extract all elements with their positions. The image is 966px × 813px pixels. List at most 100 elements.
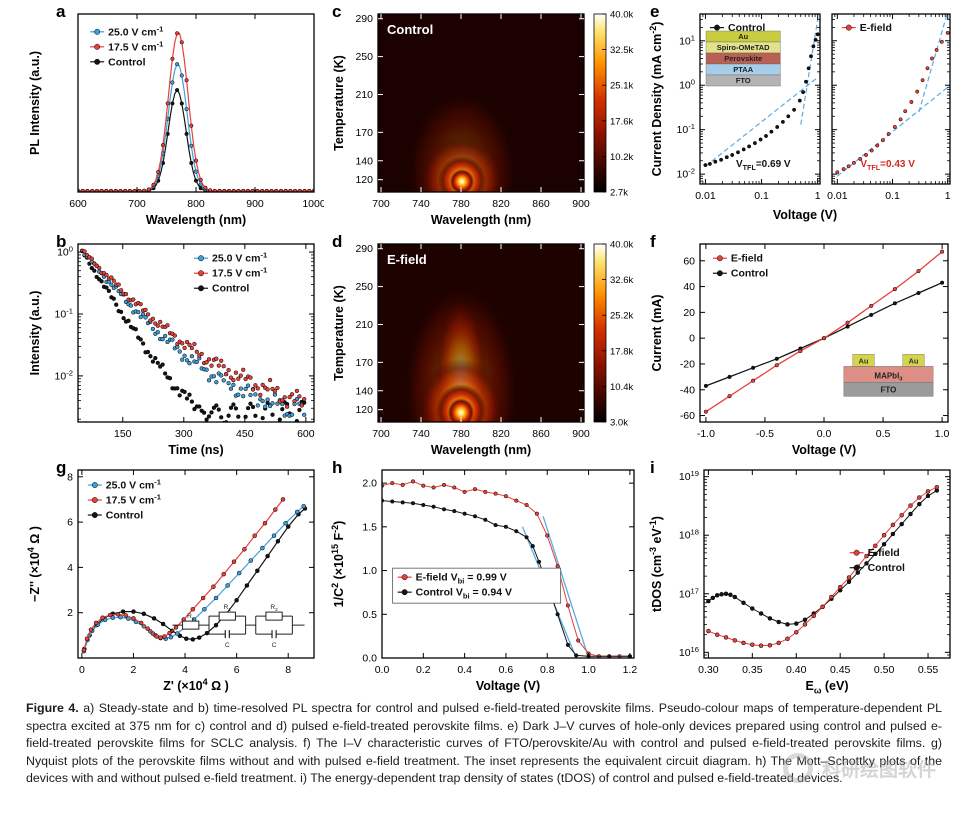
svg-text:R2: R2	[270, 604, 278, 612]
svg-text:PTAA: PTAA	[733, 65, 753, 74]
svg-text:3.0k: 3.0k	[610, 418, 628, 429]
svg-text:1.0: 1.0	[581, 664, 596, 676]
panel-e: e 0.01 0.1 1 10-2 10-1 100 101 Current Density …	[648, 2, 962, 222]
svg-text:Control: Control	[212, 283, 249, 295]
svg-text:0.30: 0.30	[698, 664, 719, 676]
svg-text:10.2k: 10.2k	[610, 152, 633, 163]
svg-text:Wavelength (nm): Wavelength (nm)	[431, 213, 531, 227]
figure-caption: Figure 4. a) Steady-state and b) time-re…	[26, 700, 942, 788]
svg-text:E-field: E-field	[387, 252, 427, 267]
svg-text:150: 150	[114, 428, 132, 440]
svg-text:0.55: 0.55	[918, 664, 939, 676]
svg-text:Temperature (K): Temperature (K)	[332, 285, 346, 381]
svg-text:6: 6	[234, 664, 240, 676]
svg-text:0: 0	[79, 664, 85, 676]
svg-text:8: 8	[67, 471, 73, 483]
svg-text:40: 40	[683, 281, 695, 293]
svg-text:VTFL=0.43 V: VTFL=0.43 V	[860, 159, 915, 172]
panel-letter-b: b	[56, 232, 67, 251]
svg-text:10-2: 10-2	[677, 167, 695, 181]
panel-letter-d: d	[332, 232, 343, 251]
svg-text:700: 700	[372, 198, 390, 210]
efield-temperature-pl-heatmap: 40.0k 32.6k 25.2k 17.8k 10.4k 3.0k E-field 700 7…	[332, 240, 633, 458]
svg-text:700: 700	[128, 198, 146, 210]
panel-letter-a: a	[56, 2, 66, 21]
svg-text:Control: Control	[868, 562, 905, 574]
svg-text:100: 100	[679, 78, 695, 92]
svg-text:Control: Control	[387, 22, 433, 37]
svg-text:0.01: 0.01	[827, 190, 848, 202]
svg-text:25.0 V cm-1: 25.0 V cm-1	[106, 478, 162, 492]
svg-text:4: 4	[182, 664, 188, 676]
svg-text:1017: 1017	[679, 586, 699, 600]
svg-text:860: 860	[532, 428, 550, 440]
svg-text:1.0: 1.0	[935, 428, 950, 440]
svg-text:32.5k: 32.5k	[610, 45, 633, 56]
svg-text:17.8k: 17.8k	[610, 346, 633, 357]
svg-text:-1.0: -1.0	[697, 428, 715, 440]
svg-text:2: 2	[67, 607, 73, 619]
svg-text:E-field: E-field	[868, 547, 900, 559]
svg-text:2.0: 2.0	[362, 478, 377, 490]
svg-text:210: 210	[355, 319, 373, 331]
svg-text:60: 60	[683, 255, 695, 267]
svg-text:900: 900	[572, 428, 590, 440]
svg-text:-60: -60	[680, 410, 695, 422]
svg-text:900: 900	[246, 198, 264, 210]
svg-text:E-field: E-field	[860, 22, 892, 34]
svg-text:0.4: 0.4	[457, 664, 472, 676]
svg-text:E-field Vbi = 0.99 V: E-field Vbi = 0.99 V	[416, 572, 507, 586]
svg-text:210: 210	[355, 89, 373, 101]
sclc-control-chart: 0.01 0.1 1 10-2 10-1 100 101 Current Density (m…	[648, 13, 821, 202]
svg-text:-40: -40	[680, 384, 695, 396]
svg-text:25.2k: 25.2k	[610, 311, 633, 322]
svg-text:800: 800	[187, 198, 205, 210]
svg-text:17.6k: 17.6k	[610, 116, 633, 127]
iv-characteristic-chart: -1.0 -0.5 0.0 0.5 1.0 -60 -40 -20 0 20 40 60 Voltage…	[650, 243, 950, 457]
svg-text:Control: Control	[728, 22, 765, 34]
svg-text:1/C2 (×1015 F-2): 1/C2 (×1015 F-2)	[330, 521, 346, 608]
svg-text:10-1: 10-1	[677, 122, 695, 136]
svg-text:250: 250	[355, 51, 373, 63]
svg-text:0.35: 0.35	[742, 664, 763, 676]
svg-text:250: 250	[355, 281, 373, 293]
svg-text:290: 290	[355, 243, 373, 255]
svg-text:0.0: 0.0	[362, 653, 377, 665]
svg-text:2: 2	[131, 664, 137, 676]
svg-text:40.0k: 40.0k	[610, 10, 633, 21]
panel-d: d 40.0k 32.6k 25.2k 17.8k 10.4k 3.0k E-field 70…	[330, 232, 650, 465]
svg-text:4: 4	[67, 562, 73, 574]
control-temperature-pl-heatmap: 40.0k 32.5k 25.1k 17.6k 10.2k 2.7k Control 700 7…	[332, 10, 633, 228]
panel-letter-h: h	[332, 458, 343, 477]
svg-text:Au: Au	[908, 356, 918, 365]
figure-label: Figure 4.	[26, 701, 79, 715]
svg-text:0.40: 0.40	[786, 664, 807, 676]
svg-text:17.5 V cm-1: 17.5 V cm-1	[212, 266, 268, 280]
svg-text:170: 170	[355, 127, 373, 139]
svg-text:0.01: 0.01	[695, 190, 716, 202]
panel-letter-g: g	[56, 458, 67, 477]
svg-text:900: 900	[572, 198, 590, 210]
svg-text:Voltage (V): Voltage (V)	[476, 679, 540, 693]
svg-text:1.0: 1.0	[362, 565, 377, 577]
caption-text: a) Steady-state and b) time-resolved PL …	[26, 701, 942, 786]
svg-text:17.5 V cm-1: 17.5 V cm-1	[108, 39, 164, 53]
svg-text:120: 120	[355, 404, 373, 416]
svg-text:0.50: 0.50	[874, 664, 895, 676]
svg-text:Time (ns): Time (ns)	[168, 443, 223, 457]
svg-text:780: 780	[452, 198, 470, 210]
svg-text:2.7k: 2.7k	[610, 188, 628, 199]
panel-f: f -1.0 -0.5 0.0 0.5 1.0 -60 -40 -20 0 20 40 60 Volta…	[648, 232, 962, 465]
svg-text:101: 101	[679, 33, 695, 47]
svg-text:C: C	[225, 642, 230, 649]
svg-text:290: 290	[355, 13, 373, 25]
svg-text:10.4k: 10.4k	[610, 382, 633, 393]
svg-text:450: 450	[236, 428, 254, 440]
svg-text:Z' (×104 Ω ): Z' (×104 Ω )	[163, 677, 229, 693]
svg-text:FTO: FTO	[881, 385, 897, 394]
nyquist-chart: 0 2 4 6 8 2 4 6 8 Z' (×104 Ω ) −Z'' (×104 Ω ) 25.0 …	[26, 469, 315, 693]
svg-text:0.6: 0.6	[499, 664, 514, 676]
svg-text:1016: 1016	[679, 645, 699, 659]
svg-text:140: 140	[355, 155, 373, 167]
